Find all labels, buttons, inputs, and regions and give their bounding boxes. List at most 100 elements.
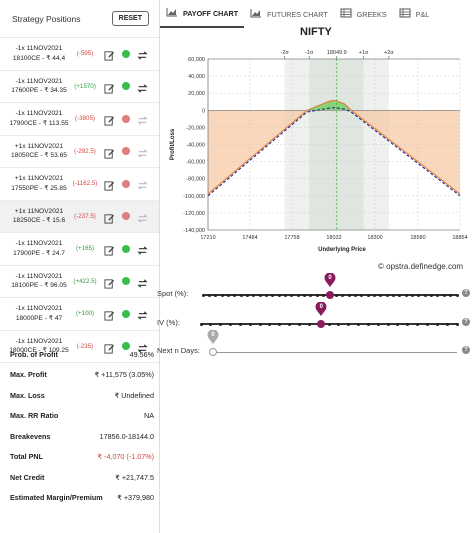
tab-greeks[interactable]: GREEKS: [334, 0, 393, 28]
position-pnl: (-1162.5): [72, 180, 98, 188]
help-icon[interactable]: ?: [462, 289, 470, 297]
slider-tick: [296, 293, 300, 297]
tab-futures-chart[interactable]: FUTURES CHART: [244, 0, 334, 28]
edit-icon[interactable]: [104, 276, 115, 289]
position-pnl: (-595): [76, 50, 94, 58]
slider-tick: [347, 293, 351, 297]
slider-tick: [278, 322, 282, 326]
toggle-dot-icon[interactable]: [122, 147, 130, 156]
swap-icon[interactable]: [137, 81, 148, 93]
help-icon[interactable]: ?: [462, 346, 470, 354]
position-row[interactable]: +1x 11NOV2021 18250CE - ₹ 15.6 (-237.5): [0, 200, 159, 233]
sigma-label: -2σ: [280, 50, 289, 56]
slider-tick: [436, 293, 440, 297]
stat-row: Max. Profit ₹ +11,575 (3.05%): [0, 365, 160, 386]
slider-value-pin: 0: [207, 329, 219, 344]
stat-label: Prob. of Profit: [10, 349, 58, 359]
slider-tick: [366, 293, 370, 297]
position-row[interactable]: -1x 11NOV2021 17900PE - ₹ 24.7 (+165): [0, 233, 159, 266]
stat-value: 17856.0-18144.0: [99, 431, 154, 441]
toggle-dot-icon[interactable]: [122, 244, 130, 253]
tab-p-l[interactable]: P&L: [393, 0, 436, 28]
edit-icon[interactable]: [104, 48, 115, 61]
slider-track[interactable]: [213, 352, 457, 353]
slider-tick: [239, 293, 243, 297]
y-axis-title: Profit/Loss: [170, 128, 176, 160]
slider-tick: [366, 322, 370, 326]
swap-icon[interactable]: [137, 48, 148, 60]
positions-title: Strategy Positions: [12, 13, 81, 24]
y-tick-label: -140,000: [183, 228, 205, 234]
x-tick-label: 17484: [242, 235, 257, 241]
swap-icon[interactable]: [137, 276, 148, 288]
position-row[interactable]: +1x 11NOV2021 18050CE - ₹ 53.65 (-292.5): [0, 136, 159, 168]
toggle-dot-icon[interactable]: [122, 309, 130, 318]
position-row[interactable]: -1x 11NOV2021 18100PE - ₹ 96.05 (+422.5): [0, 266, 159, 298]
slider-iv-[interactable]: IV (%): 0?: [157, 301, 474, 332]
swap-icon[interactable]: [137, 243, 148, 255]
toggle-dot-icon[interactable]: [122, 212, 130, 221]
position-line1: -1x 11NOV2021: [15, 272, 63, 280]
help-icon[interactable]: ?: [462, 318, 470, 326]
swap-icon[interactable]: [137, 113, 148, 125]
slider-tick: [220, 293, 224, 297]
toggle-dot-icon[interactable]: [122, 114, 130, 123]
edit-icon[interactable]: [104, 308, 115, 321]
swap-icon[interactable]: [137, 178, 148, 190]
slider-tick: [347, 322, 351, 326]
edit-icon[interactable]: [104, 146, 115, 159]
slider-tick: [386, 322, 390, 326]
y-tick-label: -80,000: [186, 177, 205, 183]
position-pnl: (+165): [75, 245, 95, 253]
edit-icon[interactable]: [104, 81, 115, 94]
slider-tick: [248, 322, 252, 326]
edit-icon[interactable]: [104, 211, 115, 224]
sigma-label: 18049.9: [327, 50, 347, 56]
toggle-dot-icon[interactable]: [122, 342, 130, 351]
position-row[interactable]: +1x 11NOV2021 17550PE - ₹ 25.85 (-1162.5): [0, 168, 159, 201]
slider-thumb[interactable]: [317, 320, 326, 328]
position-line2: 18000CE - ₹ 109.25: [9, 347, 69, 355]
reset-button[interactable]: RESET: [111, 11, 149, 26]
swap-icon[interactable]: [137, 308, 148, 320]
position-row[interactable]: -1x 11NOV2021 17600PE - ₹ 34.35 (+1570): [0, 71, 159, 103]
y-tick-label: -100,000: [183, 194, 205, 200]
swap-icon[interactable]: [137, 341, 148, 353]
edit-icon[interactable]: [104, 178, 115, 191]
edit-icon[interactable]: [104, 341, 115, 354]
position-row[interactable]: -1x 11NOV2021 17900CE - ₹ 113.55 (-3805): [0, 103, 159, 136]
toggle-dot-icon[interactable]: [122, 49, 130, 58]
position-row[interactable]: -1x 11NOV2021 18000PE - ₹ 47 (+100): [0, 298, 159, 331]
slider-thumb[interactable]: [326, 291, 334, 299]
position-label: -1x 11NOV2021 18000CE - ₹ 109.25: [8, 337, 70, 356]
slider-next-n-days-[interactable]: Next n Days: 0?: [157, 329, 474, 360]
tab-label: FUTURES CHART: [267, 9, 328, 19]
stat-label: Estimated Margin/Premium: [10, 493, 103, 503]
position-pnl: (+1570): [74, 82, 96, 90]
position-line2: 17600PE - ₹ 34.35: [11, 87, 67, 95]
position-row[interactable]: -1x 11NOV2021 18100CE - ₹ 44.4 (-595): [0, 38, 159, 71]
x-tick-label: 17758: [284, 235, 299, 241]
slider-tick: [398, 293, 402, 297]
edit-icon[interactable]: [104, 113, 115, 126]
position-label: -1x 11NOV2021 18000PE - ₹ 47: [8, 304, 70, 323]
positions-list: -1x 11NOV2021 18100CE - ₹ 44.4 (-595) -1x 1…: [0, 38, 159, 363]
edit-icon[interactable]: [104, 243, 115, 256]
position-pnl: (-3805): [75, 115, 95, 123]
slider-tick: [214, 293, 218, 297]
toggle-dot-icon[interactable]: [122, 277, 130, 286]
toggle-dot-icon[interactable]: [122, 82, 130, 91]
slider-tick: [271, 293, 275, 297]
swap-icon[interactable]: [137, 146, 148, 158]
swap-icon[interactable]: [137, 211, 148, 223]
slider-spot-[interactable]: Spot (%): 0?: [157, 272, 474, 303]
slider-tick: [290, 293, 294, 297]
tab-payoff-chart[interactable]: PAYOFF CHART: [160, 0, 245, 28]
slider-value: 0: [211, 332, 215, 338]
position-row[interactable]: -1x 11NOV2021 18000CE - ₹ 109.25 (-235): [0, 331, 159, 363]
slider-thumb[interactable]: [209, 348, 217, 356]
stat-row: Max. RR Ratio NA: [0, 406, 160, 427]
toggle-dot-icon[interactable]: [122, 179, 130, 188]
slider-tick: [455, 322, 459, 326]
slider-tick: [284, 293, 288, 297]
